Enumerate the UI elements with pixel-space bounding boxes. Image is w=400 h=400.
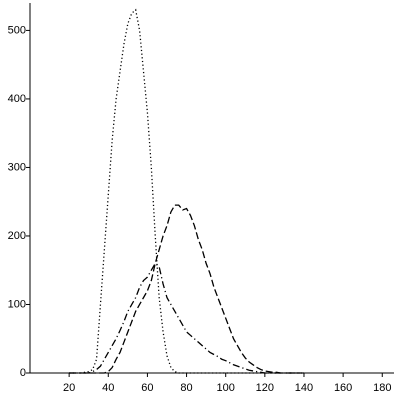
x-tick-label: 120	[256, 382, 274, 394]
y-tick-label: 0	[20, 367, 26, 379]
data-line	[69, 8, 304, 374]
y-tick-label: 500	[8, 24, 26, 36]
x-tick-label: 160	[334, 382, 352, 394]
x-tick-label: 80	[180, 382, 192, 394]
y-tick-label: 200	[8, 230, 26, 242]
x-tick-label: 60	[141, 382, 153, 394]
y-tick-label: 300	[8, 161, 26, 173]
y-tick-label: 400	[8, 93, 26, 105]
x-tick-label: 140	[295, 382, 313, 394]
x-tick-label: 180	[373, 382, 391, 394]
y-tick-label: 100	[8, 298, 26, 310]
data-line	[69, 262, 304, 374]
x-tick-label: 20	[63, 382, 75, 394]
x-tick-label: 100	[217, 382, 235, 394]
x-tick-label: 40	[102, 382, 114, 394]
data-line	[69, 204, 304, 374]
